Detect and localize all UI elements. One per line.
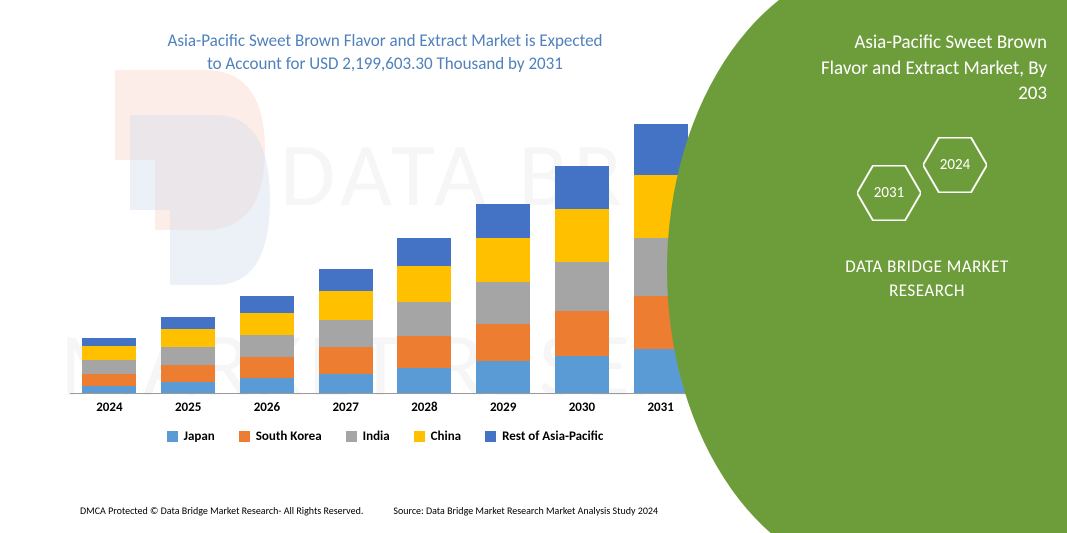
brand-text: DATA BRIDGE MARKET RESEARCH: [845, 255, 1008, 303]
legend-swatch-icon: [167, 431, 178, 442]
seg-china: [319, 291, 373, 320]
seg-south-korea: [476, 324, 530, 361]
chart-title-line2: to Account for USD 2,199,603.30 Thousand…: [207, 53, 563, 74]
legend-swatch-icon: [346, 431, 357, 442]
seg-south-korea: [397, 336, 451, 368]
x-label: 2029: [476, 400, 530, 415]
panel-title: Asia-Pacific Sweet Brown Flavor and Extr…: [807, 30, 1047, 107]
seg-china: [240, 313, 294, 335]
seg-rest-of-asia-pacific: [240, 296, 294, 313]
bar-2024: [82, 338, 136, 393]
hex-label-1: 2031: [874, 184, 904, 202]
chart-title: Asia-Pacific Sweet Brown Flavor and Extr…: [70, 30, 700, 76]
seg-rest-of-asia-pacific: [319, 269, 373, 291]
seg-india: [476, 282, 530, 323]
seg-japan: [555, 356, 609, 393]
seg-china: [82, 346, 136, 360]
legend-item: Japan: [167, 429, 215, 444]
seg-india: [161, 347, 215, 365]
seg-south-korea: [319, 347, 373, 373]
seg-japan: [82, 386, 136, 393]
bar-2030: [555, 166, 609, 392]
seg-japan: [161, 382, 215, 393]
legend-label: Japan: [184, 429, 215, 444]
chart-container: Asia-Pacific Sweet Brown Flavor and Extr…: [0, 0, 720, 533]
bar-2026: [240, 296, 294, 393]
bar-2025: [161, 317, 215, 393]
seg-south-korea: [240, 357, 294, 378]
seg-china: [161, 329, 215, 347]
seg-south-korea: [82, 374, 136, 386]
footer-left: DMCA Protected © Data Bridge Market Rese…: [80, 504, 363, 517]
brand-line2: RESEARCH: [889, 280, 965, 301]
seg-japan: [319, 374, 373, 393]
bar-2028: [397, 238, 451, 393]
seg-india: [397, 302, 451, 337]
seg-japan: [476, 361, 530, 393]
panel-title-line2: Flavor and Extract Market, By: [821, 57, 1047, 80]
seg-china: [555, 209, 609, 261]
chart-title-line1: Asia-Pacific Sweet Brown Flavor and Extr…: [168, 30, 603, 51]
seg-china: [476, 238, 530, 282]
legend-swatch-icon: [239, 431, 250, 442]
brand-line1: DATA BRIDGE MARKET: [845, 256, 1008, 277]
footer: DMCA Protected © Data Bridge Market Rese…: [80, 504, 700, 517]
legend-label: Rest of Asia-Pacific: [502, 429, 603, 444]
seg-japan: [240, 378, 294, 393]
legend-item: China: [414, 429, 461, 444]
hexagon-group: 2031 2024: [827, 135, 1027, 225]
x-label: 2028: [397, 400, 451, 415]
legend-label: India: [363, 429, 390, 444]
seg-south-korea: [555, 311, 609, 355]
x-axis-labels: 2024 2025 2026 2027 2028 2029 2030 2031: [70, 400, 700, 415]
legend-swatch-icon: [414, 431, 425, 442]
legend: Japan South Korea India China Rest of Asia-P…: [70, 429, 700, 444]
footer-right: Source: Data Bridge Market Research Mark…: [393, 504, 658, 517]
seg-india: [319, 320, 373, 348]
bar-region: [70, 104, 700, 394]
seg-japan: [397, 368, 451, 393]
panel-title-line3: 203: [1018, 82, 1047, 105]
legend-item: South Korea: [239, 429, 322, 444]
seg-china: [397, 266, 451, 302]
seg-rest-of-asia-pacific: [476, 204, 530, 239]
legend-label: China: [431, 429, 461, 444]
legend-label: South Korea: [256, 429, 322, 444]
x-label: 2025: [161, 400, 215, 415]
seg-rest-of-asia-pacific: [161, 317, 215, 329]
seg-rest-of-asia-pacific: [555, 166, 609, 209]
x-label: 2027: [319, 400, 373, 415]
x-label: 2030: [555, 400, 609, 415]
seg-india: [240, 335, 294, 357]
hex-label-2: 2024: [940, 156, 970, 174]
seg-rest-of-asia-pacific: [82, 338, 136, 346]
bar-2027: [319, 269, 373, 393]
seg-india: [82, 360, 136, 374]
x-label: 2026: [240, 400, 294, 415]
hexagon-2024: 2024: [923, 137, 987, 193]
hexagon-2031: 2031: [857, 165, 921, 221]
legend-swatch-icon: [485, 431, 496, 442]
legend-item: India: [346, 429, 390, 444]
seg-south-korea: [161, 365, 215, 382]
x-label: 2024: [82, 400, 136, 415]
panel-title-line1: Asia-Pacific Sweet Brown: [854, 31, 1047, 54]
seg-rest-of-asia-pacific: [397, 238, 451, 266]
seg-india: [555, 262, 609, 312]
legend-item: Rest of Asia-Pacific: [485, 429, 603, 444]
bar-2029: [476, 204, 530, 393]
x-label: 2031: [634, 400, 688, 415]
side-panel: Asia-Pacific Sweet Brown Flavor and Extr…: [667, 0, 1067, 533]
